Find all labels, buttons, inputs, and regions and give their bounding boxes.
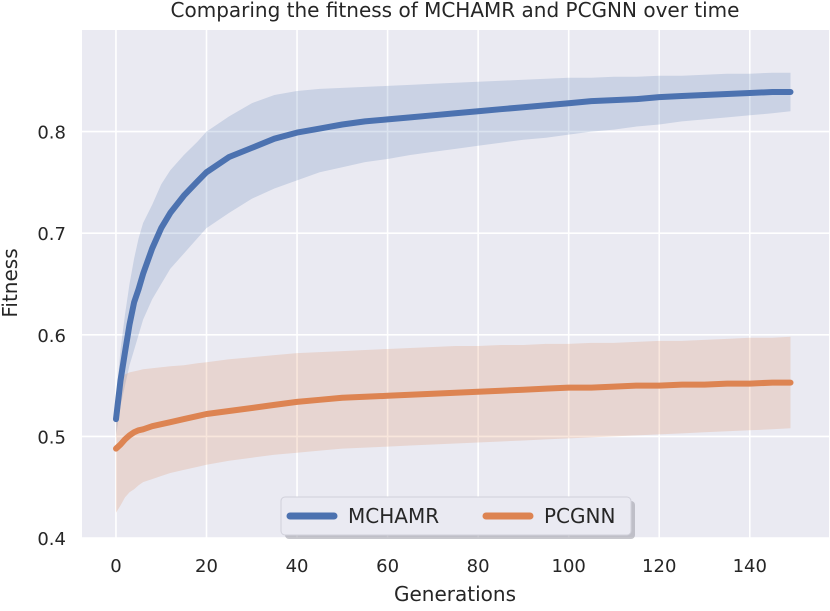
y-tick-label: 0.5 [37, 427, 66, 448]
confidence-band-pcgnn [116, 336, 791, 513]
y-tick-label: 0.8 [37, 123, 66, 144]
y-tick-label: 0.4 [37, 529, 66, 550]
x-tick-label: 40 [286, 556, 309, 577]
x-tick-label: 0 [110, 556, 121, 577]
x-tick-label: 80 [467, 556, 490, 577]
tick-labels: 0 20 40 60 80 100 120 140 0.4 0.5 0.6 0.7 0.8 [37, 123, 767, 577]
series-lines [113, 89, 794, 452]
series-line-mchamr [113, 89, 794, 423]
x-tick-label: 20 [195, 556, 218, 577]
y-tick-label: 0.6 [37, 326, 66, 347]
legend-label-mchamr: MCHAMR [348, 504, 439, 528]
y-axis-label: Fitness [0, 248, 22, 317]
series-line-pcgnn [113, 379, 794, 452]
x-tick-label: 120 [642, 556, 676, 577]
x-tick-label: 140 [733, 556, 767, 577]
legend-box [280, 496, 632, 536]
chart-title: Comparing the fitness of MCHAMR and PCGN… [171, 0, 740, 22]
grid [82, 30, 829, 539]
confidence-band-mchamr [116, 72, 791, 437]
x-axis-label: Generations [394, 582, 516, 606]
confidence-bands [116, 72, 791, 513]
legend: MCHAMR PCGNN [280, 496, 635, 539]
x-tick-label: 100 [552, 556, 586, 577]
x-tick-label: 60 [376, 556, 399, 577]
y-tick-label: 0.7 [37, 224, 66, 245]
legend-label-pcgnn: PCGNN [544, 504, 615, 528]
